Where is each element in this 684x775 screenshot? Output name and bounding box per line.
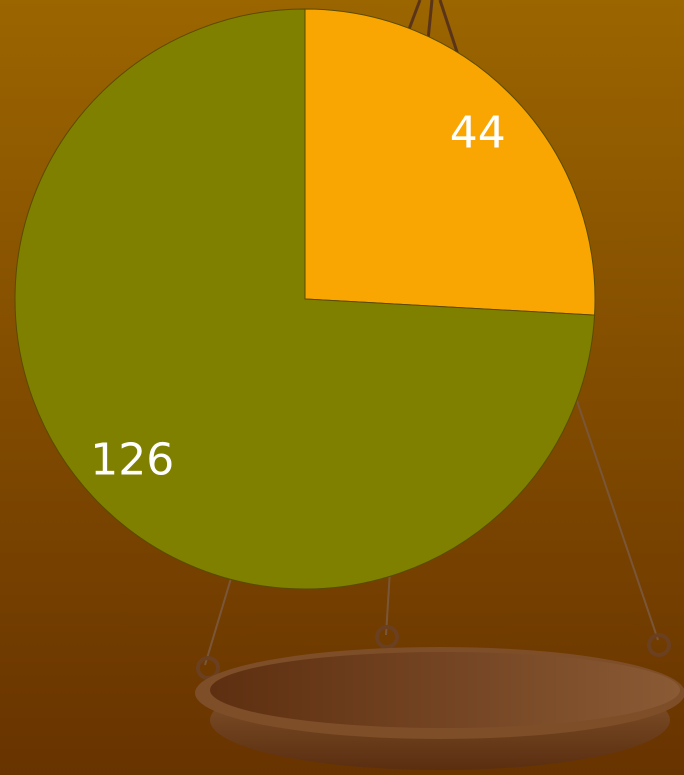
data-label: 126 <box>90 434 174 485</box>
data-label: 44 <box>450 108 506 159</box>
pie: 44 126 <box>14 8 596 590</box>
pie-slice <box>14 8 596 590</box>
scale-decoration <box>195 0 684 770</box>
pie-slice <box>304 8 596 316</box>
